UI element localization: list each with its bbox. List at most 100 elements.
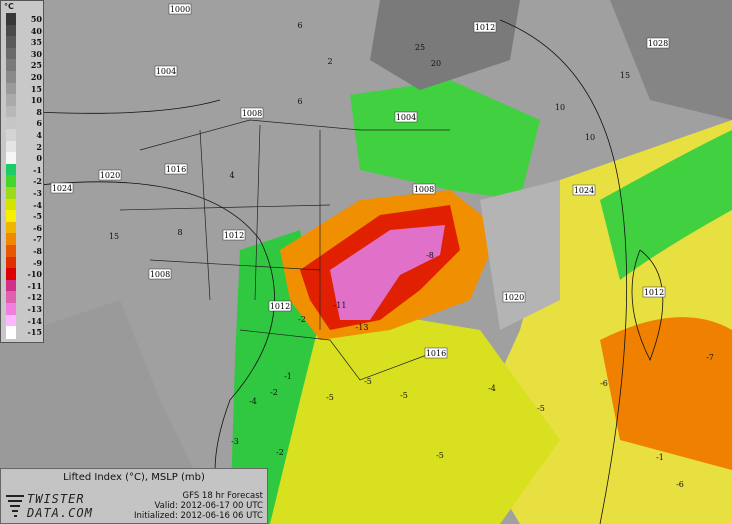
twisterdata-logo[interactable]: TWISTER DATA.COM <box>5 492 117 522</box>
valid-time: Valid: 2012-06-17 00 UTC <box>154 501 263 511</box>
li-contour-label: -5 <box>364 377 372 386</box>
isobar-label: 1000 <box>170 5 190 14</box>
legend-swatch <box>6 82 16 96</box>
isobar-label: 1012 <box>475 23 495 32</box>
legend-swatch <box>6 268 16 281</box>
tornado-icon <box>6 495 24 517</box>
greenland-grey <box>610 0 732 120</box>
li-contour-label: 15 <box>620 71 630 80</box>
legend-label: 15 <box>30 83 42 94</box>
li-contour-label: -8 <box>426 251 434 260</box>
legend-label: 50 <box>30 14 42 24</box>
legend-swatch <box>6 163 16 177</box>
legend-label: -2 <box>33 176 42 187</box>
legend-swatch <box>6 245 16 258</box>
legend-swatch <box>6 140 16 154</box>
isobar-label: 1012 <box>644 288 664 297</box>
east-orange-region <box>600 317 732 470</box>
green-band <box>600 130 732 280</box>
legend-label: 20 <box>30 72 42 82</box>
borders <box>119 119 450 381</box>
logo-line-2: DATA.COM <box>27 506 93 520</box>
li-contour-label: -1 <box>656 453 664 462</box>
li-contour-label: 2 <box>327 57 332 66</box>
isobar-label: 1012 <box>270 302 290 311</box>
great-lakes-green <box>350 80 540 200</box>
li-contour-label: -13 <box>356 323 369 332</box>
li-contour-label: -11 <box>334 301 347 310</box>
isobar-label: 1008 <box>242 109 262 118</box>
li-contour-label: -5 <box>436 451 444 460</box>
legend-swatch <box>6 326 16 339</box>
legend-swatch <box>6 94 16 107</box>
legend-swatch <box>6 233 16 246</box>
li-contour-label: 8 <box>177 228 182 237</box>
isobar-label: 1008 <box>414 185 434 194</box>
isobar-label: 1024 <box>52 184 72 193</box>
isobar-label: 1008 <box>150 270 170 279</box>
legend-label: -8 <box>33 246 42 256</box>
legend-swatch <box>6 105 16 119</box>
legend-swatch <box>6 279 16 293</box>
li-contour-label: -2 <box>270 388 278 397</box>
legend-label: -5 <box>33 211 42 222</box>
legend-label: 6 <box>36 118 42 129</box>
gulf-area <box>240 300 560 524</box>
legend-label: -3 <box>33 188 42 198</box>
init-time: Initialized: 2012-06-16 06 UTC <box>133 511 263 521</box>
legend-label: 2 <box>36 141 42 152</box>
map-title: Lifted Index (°C), MSLP (mb) <box>63 472 205 483</box>
legend-swatch <box>6 303 16 316</box>
legend-label: -10 <box>27 269 42 280</box>
isobar-label: 1012 <box>224 231 244 240</box>
li-contour-label: -5 <box>326 393 334 402</box>
legend-swatch <box>6 117 16 130</box>
isobar-label: 1028 <box>648 39 668 48</box>
legend-label: -1 <box>33 164 42 175</box>
info-box: Lifted Index (°C), MSLP (mb) TWISTER DAT… <box>0 468 268 524</box>
legend-swatch <box>6 129 16 142</box>
li-contour-label: 15 <box>109 232 119 241</box>
legend-swatch <box>6 256 16 270</box>
legend-swatch <box>6 291 16 304</box>
li-contour-label: 6 <box>297 21 302 30</box>
li-contour-label: -7 <box>706 353 714 362</box>
northeast-grey <box>480 180 560 330</box>
legend-label: -14 <box>27 315 42 326</box>
legend-swatch <box>6 175 16 188</box>
legend-label: -15 <box>27 327 42 338</box>
legend-label: -6 <box>33 222 42 233</box>
li-contour-label: 6 <box>297 97 302 106</box>
legend-swatch <box>6 71 16 84</box>
legend-swatch <box>6 47 16 61</box>
isobar-label: 1020 <box>100 171 120 180</box>
legend-label: -11 <box>27 280 42 291</box>
legend-label: 40 <box>30 25 42 36</box>
li-contour-label: -4 <box>249 397 257 406</box>
legend-swatch <box>6 59 16 72</box>
legend-label: 8 <box>36 106 42 117</box>
model-forecast: GFS 18 hr Forecast <box>182 491 264 501</box>
li-contour-label: -1 <box>284 372 292 381</box>
li-contour-label: -3 <box>231 437 239 446</box>
midwest-magenta <box>330 225 445 320</box>
li-contour-label: -2 <box>298 315 306 324</box>
isobar-labels: 1000 1012 1028 1004 1008 1004 1016 1020 1024 1012… <box>50 3 714 489</box>
legend-swatch <box>6 187 16 200</box>
isobar-label: 1016 <box>166 165 186 174</box>
legend-label: -9 <box>33 257 42 268</box>
legend-swatch <box>6 221 16 235</box>
isobar-label: 1024 <box>574 186 594 195</box>
isobar-label: 1016 <box>426 349 446 358</box>
legend-label: 10 <box>30 95 42 106</box>
legend-swatch <box>6 198 16 212</box>
isobar-label: 1004 <box>396 113 416 122</box>
isobar-label: 1004 <box>156 67 176 76</box>
legend-label: -13 <box>27 304 42 314</box>
li-contour-label: 20 <box>431 59 441 68</box>
isobar-label: 1020 <box>504 293 524 302</box>
legend-label: -12 <box>27 292 42 303</box>
li-contour-label: -4 <box>488 384 496 393</box>
li-contour-label: -5 <box>400 391 408 400</box>
